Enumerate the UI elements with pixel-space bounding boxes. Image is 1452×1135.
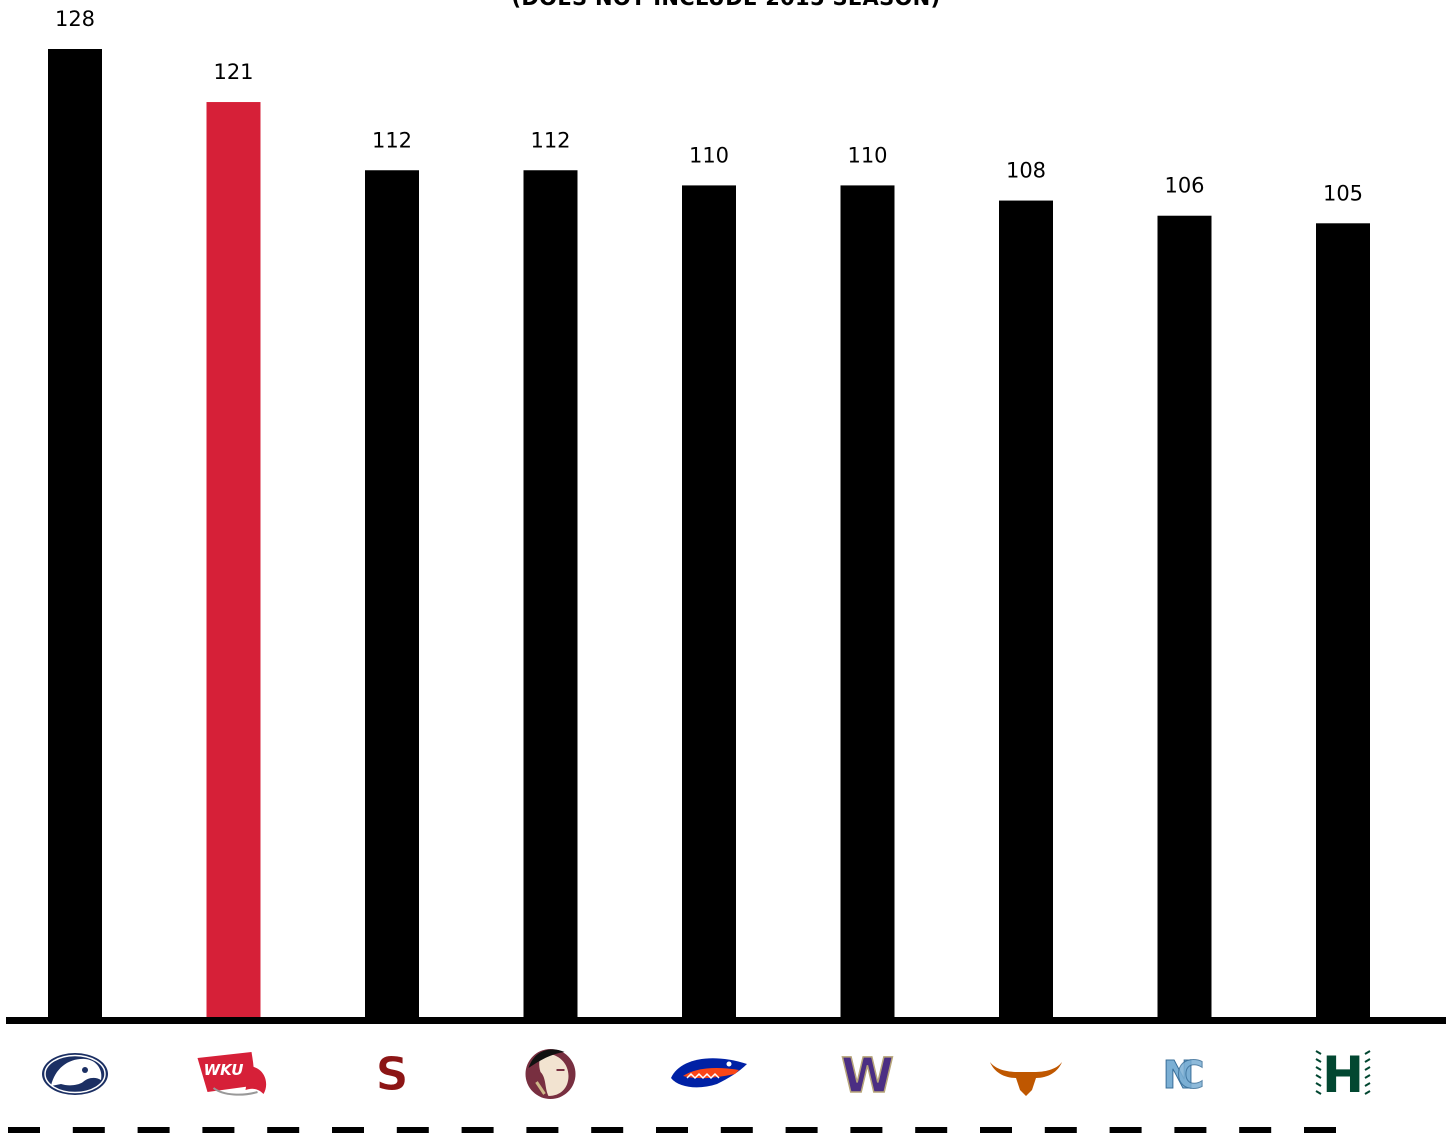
svg-text:C: C bbox=[1177, 1053, 1205, 1097]
data-label-2: 121 bbox=[213, 60, 253, 84]
bar-5 bbox=[682, 185, 736, 1019]
divider-dash bbox=[267, 1127, 300, 1133]
data-label-7: 108 bbox=[1006, 159, 1046, 183]
divider-dash bbox=[526, 1127, 559, 1133]
bar-8 bbox=[1157, 215, 1212, 1019]
bar-1 bbox=[48, 49, 102, 1019]
data-label-5: 110 bbox=[689, 143, 729, 167]
wku-red-towel-icon: WKU bbox=[197, 1052, 267, 1096]
divider-dash bbox=[1109, 1127, 1142, 1133]
data-label-4: 112 bbox=[530, 128, 570, 152]
hawaii-h-icon: H bbox=[1315, 1046, 1371, 1104]
dashed-divider bbox=[8, 1127, 1336, 1133]
fsu-seminole-head-icon bbox=[525, 1049, 576, 1099]
bar-2 bbox=[206, 102, 261, 1019]
svg-text:S: S bbox=[375, 1047, 408, 1101]
divider-dash bbox=[785, 1127, 818, 1133]
svg-text:W: W bbox=[841, 1048, 894, 1104]
data-label-8: 106 bbox=[1164, 174, 1204, 198]
svg-text:H: H bbox=[1322, 1046, 1364, 1104]
divider-dash bbox=[720, 1127, 753, 1133]
bar-6 bbox=[840, 185, 895, 1019]
data-label-3: 112 bbox=[372, 128, 412, 152]
divider-dash bbox=[1304, 1127, 1336, 1133]
divider-dash bbox=[332, 1127, 364, 1133]
divider-dash bbox=[202, 1127, 235, 1133]
texas-longhorn-icon bbox=[990, 1062, 1062, 1096]
stanford-block-s-icon: S bbox=[375, 1047, 409, 1102]
svg-text:WKU: WKU bbox=[204, 1061, 244, 1079]
divider-dash bbox=[72, 1127, 105, 1133]
divider-dash bbox=[1174, 1127, 1207, 1133]
washington-w-icon: W bbox=[840, 1047, 894, 1105]
divider-dash bbox=[591, 1127, 624, 1133]
divider-dash bbox=[850, 1127, 883, 1133]
bar-3 bbox=[365, 170, 419, 1019]
data-label-1: 128 bbox=[55, 7, 95, 31]
data-label-9: 105 bbox=[1323, 181, 1363, 205]
divider-dash bbox=[980, 1127, 1012, 1133]
x-axis-baseline bbox=[6, 1017, 1446, 1024]
divider-dash bbox=[656, 1127, 688, 1133]
bar-9 bbox=[1316, 223, 1370, 1019]
divider-dash bbox=[137, 1127, 170, 1133]
divider-dash bbox=[1044, 1127, 1077, 1133]
divider-dash bbox=[8, 1127, 40, 1133]
chart-title: (DOES NOT INCLUDE 2015 SEASON) bbox=[0, 0, 1452, 10]
svg-text:N: N bbox=[1163, 1053, 1195, 1097]
divider-dash bbox=[461, 1127, 494, 1133]
florida-gator-icon bbox=[671, 1058, 747, 1088]
divider-dash bbox=[1239, 1127, 1272, 1133]
bar-7 bbox=[999, 200, 1053, 1019]
unc-nc-icon: NC bbox=[1162, 1053, 1205, 1098]
divider-dash bbox=[396, 1127, 429, 1133]
penn-state-nittany-lion-icon bbox=[42, 1053, 108, 1095]
divider-dash bbox=[915, 1127, 948, 1133]
bar-4 bbox=[523, 170, 578, 1019]
data-label-6: 110 bbox=[847, 143, 887, 167]
